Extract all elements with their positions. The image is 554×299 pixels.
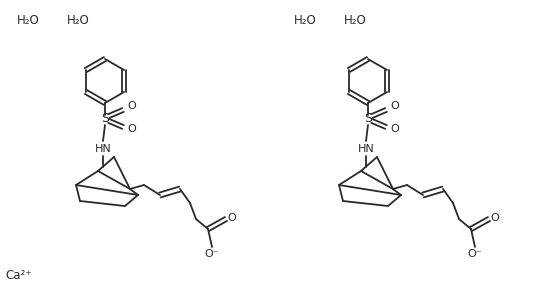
Text: O: O: [228, 213, 237, 223]
Text: HN: HN: [358, 144, 375, 154]
Text: S: S: [364, 112, 372, 126]
Text: O⁻: O⁻: [468, 249, 483, 259]
Text: Ca²⁺: Ca²⁺: [6, 269, 32, 282]
Text: O: O: [391, 101, 399, 111]
Text: H₂O: H₂O: [294, 14, 316, 28]
Text: O⁻: O⁻: [204, 249, 219, 259]
Text: HN: HN: [95, 144, 111, 154]
Text: O: O: [127, 124, 136, 134]
Text: H₂O: H₂O: [66, 14, 89, 28]
Text: S: S: [101, 112, 109, 126]
Text: O: O: [491, 213, 499, 223]
Text: O: O: [391, 124, 399, 134]
Text: H₂O: H₂O: [343, 14, 366, 28]
Text: O: O: [127, 101, 136, 111]
Text: H₂O: H₂O: [17, 14, 39, 28]
